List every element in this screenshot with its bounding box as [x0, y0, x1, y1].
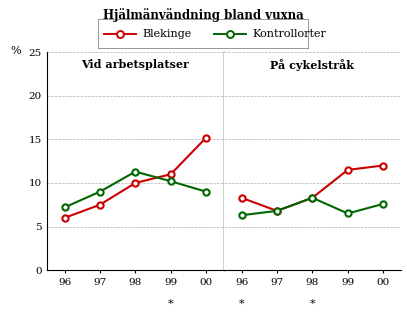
FancyBboxPatch shape — [103, 24, 315, 54]
Text: Vid arbetsplatser: Vid arbetsplatser — [81, 59, 189, 70]
Text: Kontrollorter: Kontrollorter — [252, 29, 326, 39]
Text: Hjälmänvändning bland vuxna: Hjälmänvändning bland vuxna — [103, 8, 304, 22]
Text: *: * — [310, 299, 315, 308]
Text: På cykelstråk: På cykelstråk — [270, 59, 354, 70]
Text: *: * — [168, 299, 173, 308]
Text: %: % — [10, 46, 21, 56]
Text: *: * — [239, 299, 244, 308]
Text: Blekinge: Blekinge — [142, 29, 191, 39]
FancyBboxPatch shape — [98, 19, 309, 49]
